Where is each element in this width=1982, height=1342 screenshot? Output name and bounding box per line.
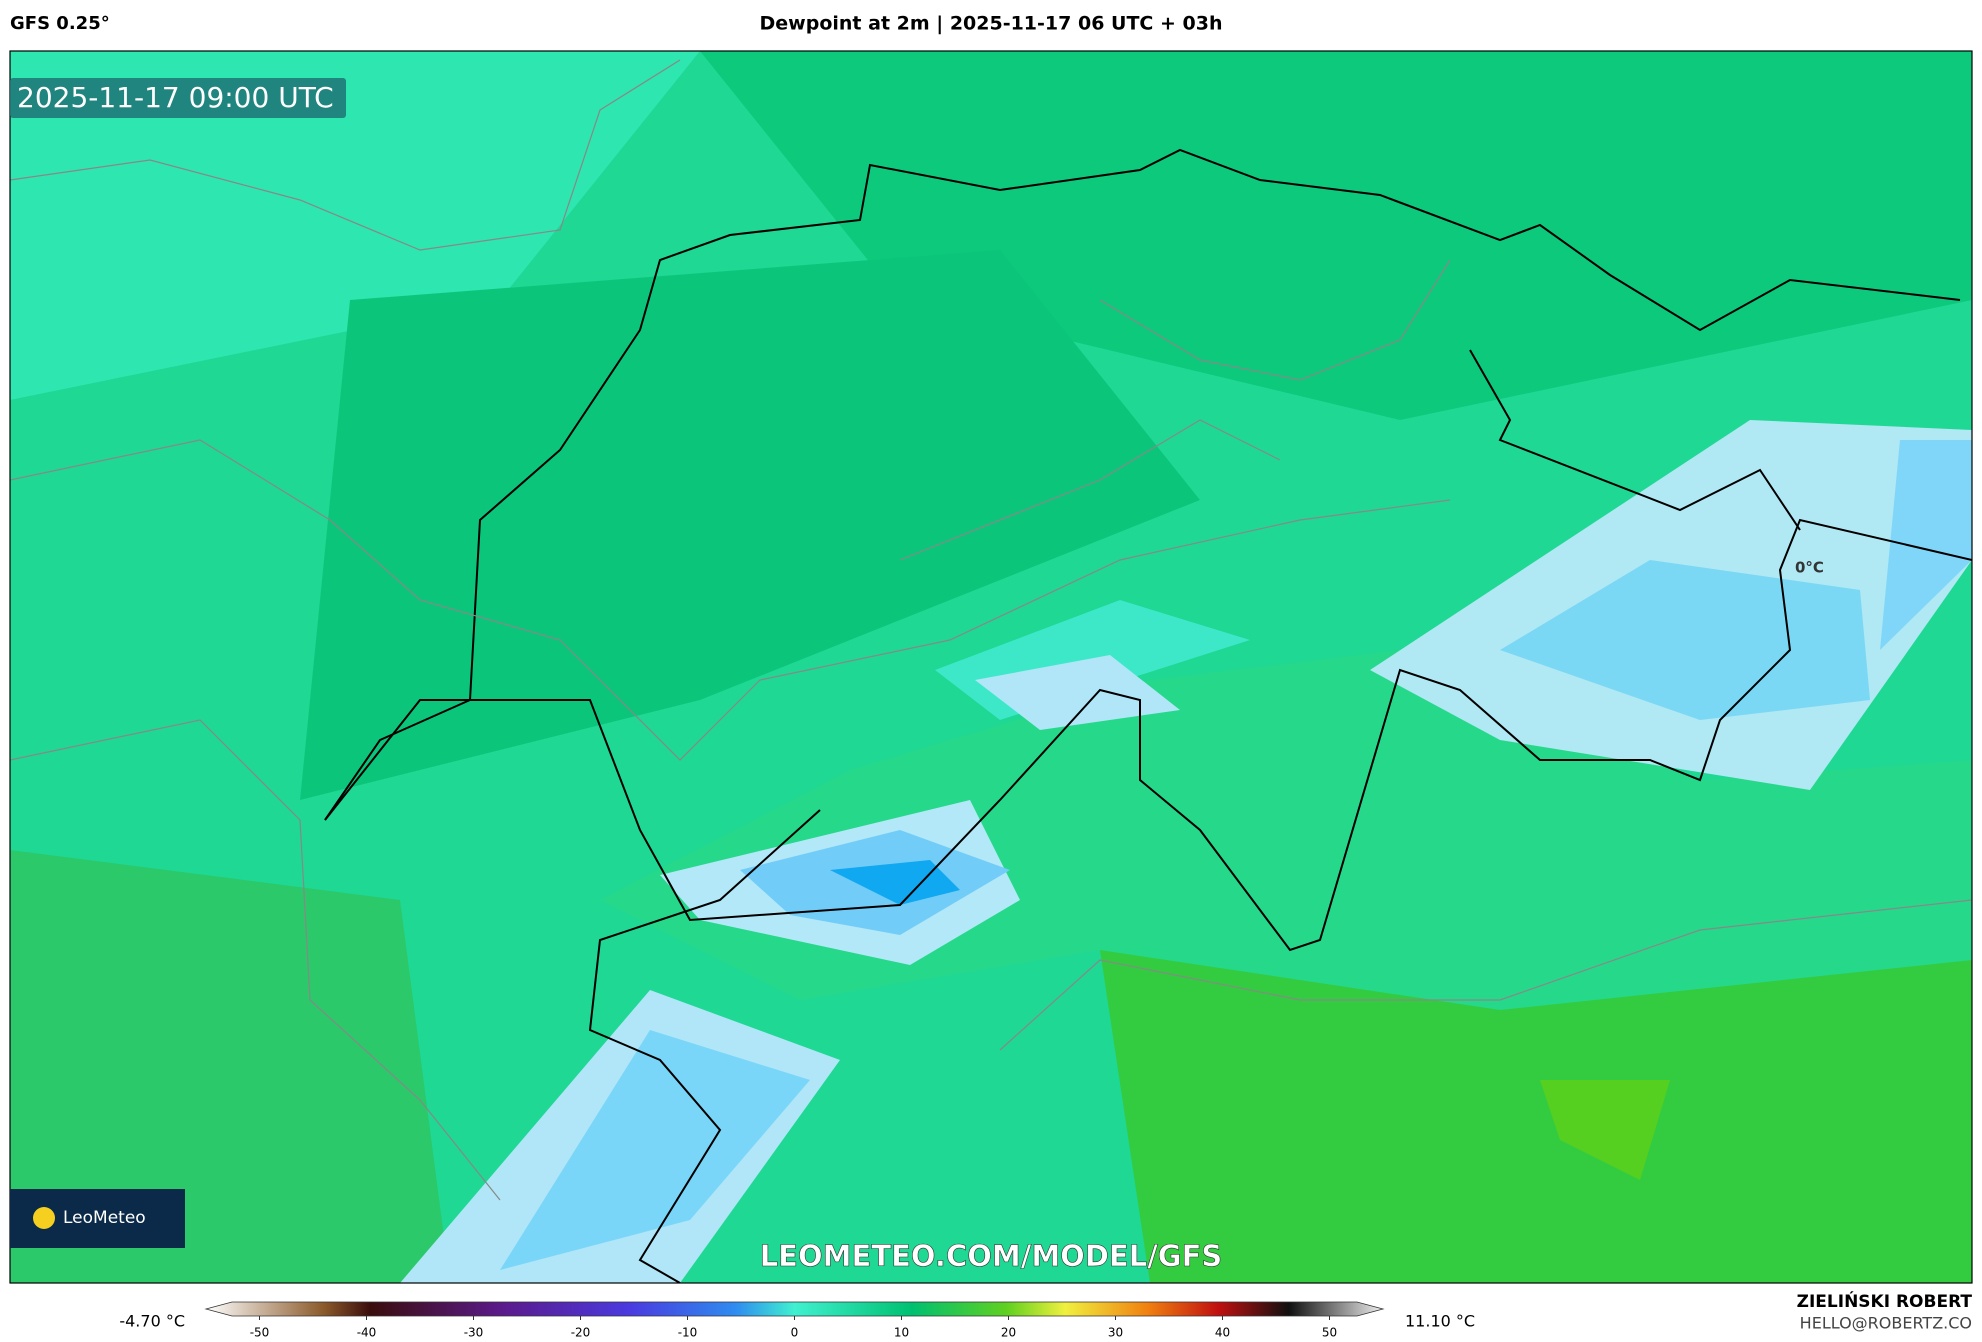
email: HELLO@ROBERTZ.CO	[1800, 1314, 1972, 1333]
model-label: GFS 0.25°	[10, 13, 110, 34]
watermark: LEOMETEO.COM/MODEL/GFS	[760, 1239, 1223, 1273]
colorbar-min: -4.70 °C	[119, 1312, 185, 1331]
colorbar-tick-label: -30	[464, 1326, 484, 1339]
colorbar-max: 11.10 °C	[1405, 1312, 1475, 1331]
colorbar-tick-label: 10	[894, 1326, 909, 1339]
colorbar-tick-label: 50	[1322, 1326, 1337, 1339]
colorbar-tick-label: -20	[571, 1326, 591, 1339]
contour-label: 0°C	[1795, 559, 1824, 577]
logo-sun	[33, 1207, 55, 1229]
colorbar-tick-label: -40	[357, 1326, 377, 1339]
logo-text: LeoMeteo	[63, 1208, 146, 1228]
timestamp: 2025-11-17 09:00 UTC	[17, 81, 334, 114]
colorbar-tick-label: 40	[1215, 1326, 1230, 1339]
map-area	[10, 51, 1972, 1283]
timestamp-box	[10, 78, 346, 118]
map-frame	[9, 50, 1973, 1284]
country-border	[324, 148, 1972, 1283]
colorbar-tick-label: 0	[791, 1326, 799, 1339]
region-border	[10, 59, 1972, 1201]
colorbar-tick-label: -10	[678, 1326, 698, 1339]
colorbar-tick-label: -50	[250, 1326, 270, 1339]
colorbar-tick-label: 30	[1108, 1326, 1123, 1339]
colorbar-tick-label: 20	[1001, 1326, 1016, 1339]
colorbar	[204, 1301, 1385, 1317]
author: ZIELIŃSKI ROBERT	[1797, 1290, 1973, 1312]
map-title: Dewpoint at 2m | 2025-11-17 06 UTC + 03h	[760, 13, 1223, 35]
